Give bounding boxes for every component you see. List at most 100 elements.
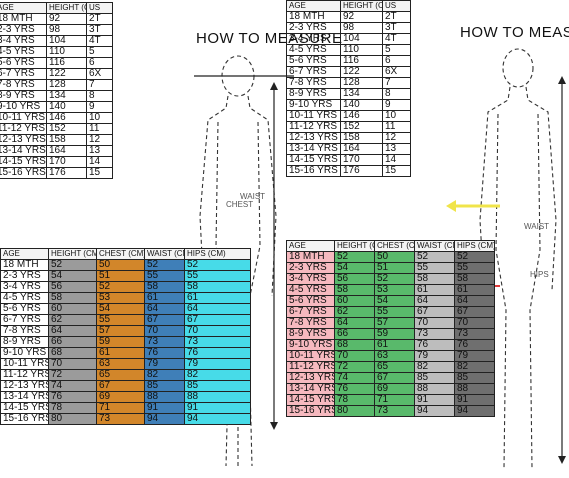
table-cell: 69 — [374, 383, 415, 395]
table-row: 7-8 YRS 128 7 — [286, 77, 411, 89]
table-cell: 7-8 YRS — [286, 77, 341, 89]
table-cell: 92 — [46, 13, 87, 25]
table-cell: 4-5 YRS — [0, 292, 49, 304]
table-cell: 67 — [144, 314, 185, 326]
table-cell: 73 — [374, 405, 415, 417]
table-cell: 140 — [340, 99, 383, 111]
table-cell: 58 — [144, 281, 185, 293]
table-cell: 53 — [374, 284, 415, 296]
table-cell: 71 — [374, 394, 415, 406]
table-row: 9-10 YRS 140 9 — [286, 99, 411, 111]
table-row: 7-8 YRS 64 57 70 70 — [286, 317, 495, 329]
table-cell: 9-10 YRS — [0, 347, 49, 359]
table-cell: 5-6 YRS — [286, 55, 341, 67]
table-cell: 88 — [144, 391, 185, 403]
table-cell: 85 — [184, 380, 251, 392]
table-header-cell: HIPS (CM) — [454, 240, 495, 252]
table-cell: 76 — [414, 339, 455, 351]
table-cell: 56 — [334, 273, 375, 285]
table-header-cell: AGE — [0, 248, 49, 260]
table-row: 11-12 YRS 152 11 — [0, 123, 113, 135]
table-cell: 54 — [374, 295, 415, 307]
table-cell: 2T — [86, 13, 113, 25]
table-cell: 61 — [184, 292, 251, 304]
table-cell: 6X — [86, 68, 113, 80]
table-cell: 64 — [48, 325, 97, 337]
table-row: 6-7 YRS 122 6X — [286, 66, 411, 78]
table-cell: 9-10 YRS — [286, 339, 335, 351]
table-cell: 64 — [144, 303, 185, 315]
table-cell: 158 — [340, 132, 383, 144]
table-cell: 80 — [334, 405, 375, 417]
table-cell: 15-16 YRS — [0, 413, 49, 425]
table-cell: 13-14 YRS — [286, 143, 341, 155]
table-cell: 54 — [334, 262, 375, 274]
table-cell: 82 — [184, 369, 251, 381]
table-cell: 4-5 YRS — [0, 46, 47, 58]
table-cell: 71 — [96, 402, 145, 414]
table-cell: 13 — [86, 145, 113, 157]
table-cell: 57 — [374, 317, 415, 329]
table-cell: 146 — [340, 110, 383, 122]
table-cell: 12-13 YRS — [0, 380, 49, 392]
table-row: 10-11 YRS 70 63 79 79 — [286, 350, 495, 362]
table-cell: 50 — [96, 259, 145, 271]
table-cell: 94 — [184, 413, 251, 425]
table-cell: 14-15 YRS — [0, 402, 49, 414]
table-row: 15-16 YRS 80 73 94 94 — [286, 405, 495, 417]
table-cell: 55 — [184, 270, 251, 282]
table-cell: 73 — [184, 336, 251, 348]
table-cell: 64 — [334, 317, 375, 329]
table-row: 2-3 YRS 98 3T — [286, 22, 411, 34]
table-cell: 57 — [96, 325, 145, 337]
table-cell: 9-10 YRS — [286, 99, 341, 111]
table-cell: 52 — [144, 259, 185, 271]
table-header-cell: US — [86, 2, 113, 14]
table-row: 8-9 YRS 134 8 — [0, 90, 113, 102]
table-cell: 76 — [48, 391, 97, 403]
table-cell: 3-4 YRS — [286, 273, 335, 285]
table-cell: 13-14 YRS — [286, 383, 335, 395]
table-cell: 68 — [334, 339, 375, 351]
table-cell: 78 — [334, 394, 375, 406]
table-cell: 104 — [340, 33, 383, 45]
table-cell: 91 — [414, 394, 455, 406]
table-cell: 14-15 YRS — [0, 156, 47, 168]
table-cell: 146 — [46, 112, 87, 124]
waist-label-right: WAIST — [524, 222, 550, 231]
table-cell: 67 — [374, 372, 415, 384]
table-cell: 13-14 YRS — [0, 145, 47, 157]
table-row: 18 MTH 52 50 52 52 — [0, 259, 251, 271]
table-cell: 5-6 YRS — [0, 303, 49, 315]
table-cell: 91 — [144, 402, 185, 414]
table-cell: 74 — [334, 372, 375, 384]
table-cell: 2-3 YRS — [286, 22, 341, 34]
table-cell: 6-7 YRS — [286, 306, 335, 318]
table-row: 13-14 YRS 164 13 — [286, 143, 411, 155]
table-cell: 164 — [46, 145, 87, 157]
table-cell: 110 — [46, 46, 87, 58]
table-cell: 74 — [48, 380, 97, 392]
table-cell: 59 — [96, 336, 145, 348]
table-row: 7-8 YRS 64 57 70 70 — [0, 325, 251, 337]
table-cell: 6-7 YRS — [286, 66, 341, 78]
table-row: 6-7 YRS 62 55 67 67 — [0, 314, 251, 326]
table-cell: 15 — [382, 165, 411, 177]
table-cell: 67 — [454, 306, 495, 318]
table-cell: 170 — [340, 154, 383, 166]
table-cell: 58 — [184, 281, 251, 293]
table-row: 4-5 YRS 110 5 — [286, 44, 411, 56]
table-cell: 50 — [374, 251, 415, 263]
table-cell: 76 — [334, 383, 375, 395]
table-cell: 73 — [454, 328, 495, 340]
table-cell: 128 — [340, 77, 383, 89]
table-cell: 122 — [46, 68, 87, 80]
table-row: 8-9 YRS 66 59 73 73 — [0, 336, 251, 348]
table-cell: 52 — [414, 251, 455, 263]
table-cell: 5-6 YRS — [0, 57, 47, 69]
